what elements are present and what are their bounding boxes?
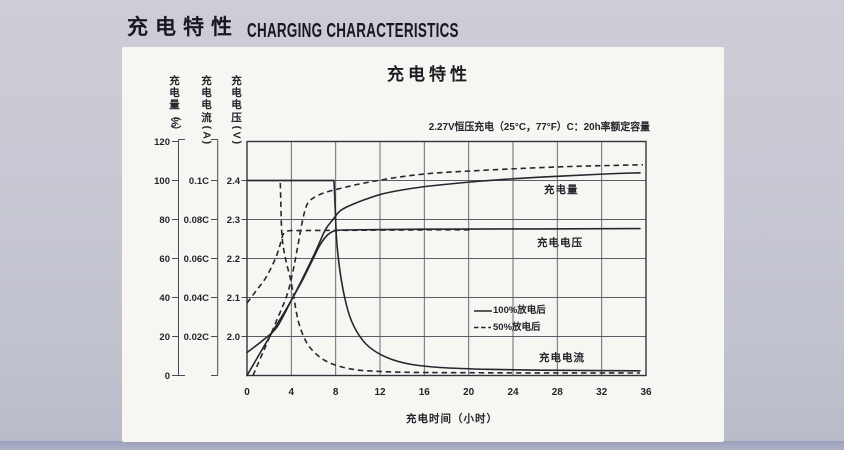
svg-text:20: 20 — [159, 332, 170, 343]
svg-text:40: 40 — [159, 293, 170, 304]
svg-text:24: 24 — [507, 387, 519, 398]
svg-text:2.2: 2.2 — [227, 254, 240, 265]
svg-text:12: 12 — [374, 387, 386, 398]
svg-text:0: 0 — [165, 371, 170, 382]
svg-text:100: 100 — [154, 176, 170, 187]
svg-text:2.0: 2.0 — [227, 332, 240, 343]
svg-text:80: 80 — [159, 215, 170, 226]
svg-text:32: 32 — [596, 387, 608, 398]
svg-text:16: 16 — [419, 387, 431, 398]
svg-text:0.08C: 0.08C — [184, 215, 209, 226]
svg-text:2.4: 2.4 — [227, 176, 241, 187]
svg-text:0.02C: 0.02C — [184, 332, 209, 343]
svg-text:0.06C: 0.06C — [184, 254, 209, 265]
svg-text:2.3: 2.3 — [227, 215, 240, 226]
svg-text:0.04C: 0.04C — [184, 293, 209, 304]
svg-text:0.1C: 0.1C — [189, 176, 209, 187]
svg-text:4: 4 — [289, 387, 295, 398]
svg-text:8: 8 — [333, 387, 339, 398]
svg-text:28: 28 — [552, 387, 564, 398]
svg-text:36: 36 — [640, 387, 652, 398]
svg-text:20: 20 — [463, 387, 475, 398]
svg-text:0: 0 — [244, 387, 250, 398]
svg-text:2.1: 2.1 — [227, 293, 241, 304]
svg-text:60: 60 — [159, 254, 170, 265]
svg-text:120: 120 — [154, 137, 170, 148]
